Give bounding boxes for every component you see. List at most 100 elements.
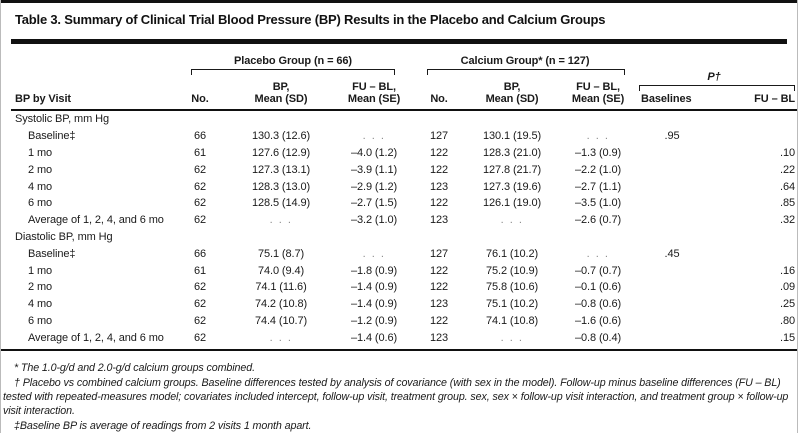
cell-p_fu: .15 [780, 331, 796, 344]
placebo-fubl-header: FU – BL, Mean (SE) [345, 75, 404, 111]
cell-p_fubl: –1.4 (0.6) [350, 331, 398, 344]
cell-p_base [629, 279, 705, 296]
cell-c_bp: 127.3 (19.6) [482, 180, 542, 193]
cell-c_bp: 127.8 (21.7) [482, 163, 542, 176]
cell-c_no: 127 [430, 247, 449, 260]
cell-p_base [629, 296, 705, 313]
cell-p_bp: 128.5 (14.9) [251, 197, 311, 210]
calcium-no-header: No. [421, 75, 458, 111]
footnote: * The 1.0-g/d and 2.0-g/d calcium groups… [14, 362, 255, 375]
bp-results-table: BP by Visit Placebo Group (n = 66) Calci… [11, 48, 797, 346]
cell-p_fu: .32 [780, 214, 796, 227]
column-header-row: No. BP, Mean (SD) FU – BL, Mean (SE) No.… [11, 75, 797, 111]
cell-c_fubl: –2.6 (0.7) [574, 214, 622, 227]
cell-p_bp: 127.6 (12.9) [251, 146, 311, 159]
cell-p_bp: 74.4 (10.7) [254, 314, 308, 327]
cell-label: Average of 1, 2, 4, and 6 mo [28, 331, 164, 344]
cell-p_no: 62 [193, 298, 207, 311]
cell-c_no: 123 [430, 331, 449, 344]
cell-c_bp: 128.3 (21.0) [482, 146, 542, 159]
cell-label: 1 mo [28, 264, 53, 277]
cell-p_base [629, 262, 705, 279]
table-row: Baseline‡ 66 75.1 (8.7) . . . 127 76.1 (10.2)… [11, 245, 797, 262]
cell-p_no: 62 [193, 314, 207, 327]
cell-label: 4 mo [28, 298, 53, 311]
table-row: 1 mo 61 127.6 (12.9) –4.0 (1.2) 122 128.3 (21… [11, 145, 797, 162]
cell-p_base: .45 [664, 247, 680, 260]
cell-c_no: 122 [430, 264, 449, 277]
p-spanner-bracket [639, 85, 796, 91]
spacer-cell [403, 245, 421, 262]
cell-p_base [629, 161, 705, 178]
cell-p_fubl: . . . [362, 130, 386, 143]
table-header: BP by Visit Placebo Group (n = 66) Calci… [11, 48, 797, 111]
cell-label: 6 mo [28, 197, 53, 210]
cell-label: 4 mo [28, 180, 53, 193]
placebo-no-header: No. [183, 75, 217, 111]
footnote: † Placebo vs combined calcium groups. Ba… [3, 376, 789, 418]
cell-p_fubl: –3.9 (1.1) [350, 163, 398, 176]
table-title: Table 3. Summary of Clinical Trial Blood… [15, 12, 606, 27]
table-row: 2 mo 62 74.1 (11.6) –1.4 (0.9) 122 75.8 (10.6… [11, 279, 797, 296]
table-row: 6 mo 62 128.5 (14.9) –2.7 (1.5) 122 126.1 (19… [11, 195, 797, 212]
section-label: Systolic BP, mm Hg [15, 113, 109, 126]
spacer-cell [403, 212, 421, 229]
cell-p_fu: .64 [780, 180, 796, 193]
cell-p_no: 62 [193, 214, 207, 227]
cell-p_bp: . . . [269, 331, 293, 344]
spacer-cell [403, 279, 421, 296]
cell-c_no: 123 [430, 214, 449, 227]
cell-c_fubl: –0.7 (0.7) [574, 264, 622, 277]
cell-c_no: 123 [430, 180, 449, 193]
cell-c_fubl: –0.1 (0.6) [574, 281, 622, 294]
cell-p_no: 61 [193, 264, 207, 277]
spacer-cell [403, 178, 421, 195]
cell-c_no: 123 [430, 298, 449, 311]
cell-p_fubl: –1.8 (0.9) [350, 264, 398, 277]
cell-p_base [629, 212, 705, 229]
cell-p_bp: 74.0 (9.4) [257, 264, 305, 277]
cell-c_bp: 76.1 (10.2) [485, 247, 539, 260]
cell-c_no: 122 [430, 281, 449, 294]
cell-p_base [629, 195, 705, 212]
cell-p_bp: 74.2 (10.8) [254, 298, 308, 311]
cell-c_fubl: –0.8 (0.4) [574, 331, 622, 344]
placebo-group-header: Placebo Group (n = 66) [183, 55, 403, 75]
cell-p_no: 66 [193, 247, 207, 260]
cell-p_bp: 74.1 (11.6) [255, 281, 307, 294]
calcium-fubl-header: FU – BL, Mean (SE) [567, 75, 630, 111]
calcium-group-label: Calcium Group* (n = 127) [460, 55, 590, 67]
cell-c_fubl: –1.3 (0.9) [574, 146, 622, 159]
cell-p_fu: .85 [780, 197, 796, 210]
cell-p_base [629, 313, 705, 330]
cell-p_bp: 130.3 (12.6) [251, 130, 311, 143]
cell-c_no: 122 [430, 146, 449, 159]
cell-c_no: 122 [430, 163, 449, 176]
cell-p_fubl: –2.9 (1.2) [350, 180, 398, 193]
table-row: 1 mo 61 74.0 (9.4) –1.8 (0.9) 122 75.2 (10.9)… [11, 262, 797, 279]
top-rule [1, 0, 797, 3]
cell-c_fubl: –0.8 (0.6) [574, 298, 622, 311]
calcium-spanner-bracket [427, 69, 626, 75]
spacer-cell [403, 161, 421, 178]
cell-p_fubl: –1.2 (0.9) [350, 314, 398, 327]
cell-p_bp: 75.1 (8.7) [257, 247, 305, 260]
table-row: Average of 1, 2, 4, and 6 mo 62 . . . –1.4 … [11, 329, 797, 346]
spanner-row: BP by Visit Placebo Group (n = 66) Calci… [11, 48, 797, 111]
cell-p_bp: . . . [269, 214, 293, 227]
spacer-cell [403, 329, 421, 346]
cell-c_fubl: –2.2 (1.0) [574, 163, 622, 176]
cell-p_fubl: –2.7 (1.5) [350, 197, 398, 210]
cell-p_fu: .22 [780, 163, 796, 176]
cell-p_fubl: –3.2 (1.0) [350, 214, 398, 227]
calcium-group-header: Calcium Group* (n = 127) [421, 55, 629, 75]
table-row: 4 mo 62 74.2 (10.8) –1.4 (0.9) 123 75.1 (10.2… [11, 296, 797, 313]
cell-label: 6 mo [28, 314, 53, 327]
placebo-spanner-bracket [191, 69, 396, 75]
cell-p_fubl: . . . [362, 247, 386, 260]
cell-c_no: 122 [430, 197, 449, 210]
placebo-group-label: Placebo Group (n = 66) [234, 55, 352, 67]
cell-c_bp: 130.1 (19.5) [482, 130, 542, 143]
cell-c_no: 122 [430, 314, 449, 327]
section-header-row: Diastolic BP, mm Hg [11, 229, 797, 246]
